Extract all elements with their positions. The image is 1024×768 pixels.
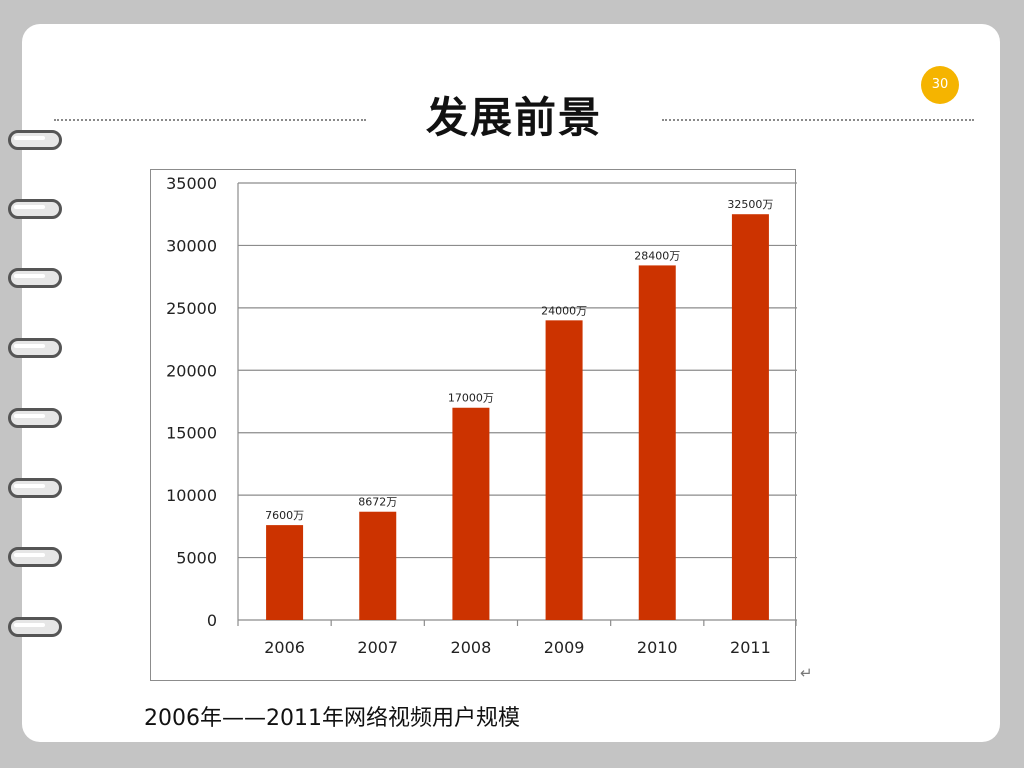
binder-ring: [8, 338, 62, 358]
binder-ring: [8, 199, 62, 219]
x-tick-label: 2010: [637, 638, 678, 657]
bar: [638, 265, 676, 620]
bar-chart: 0 5000 10000 15000 20000 25000 30000 35000 7600万…: [150, 169, 797, 681]
slide-title: 发展前景: [425, 93, 602, 142]
y-tick-label: 15000: [166, 424, 217, 443]
bar: [731, 214, 769, 620]
x-tick-label: 2007: [357, 638, 398, 657]
x-tick-label: 2009: [544, 638, 585, 657]
bar: [452, 407, 490, 620]
x-tick-label: 2008: [451, 638, 492, 657]
data-label: 28400万: [634, 249, 680, 262]
y-tick-label: 35000: [166, 174, 217, 193]
paragraph-return-mark: ↵: [800, 664, 813, 682]
chart-canvas: 0 5000 10000 15000 20000 25000 30000 35000 7600万…: [166, 174, 797, 657]
y-tick-label: 0: [207, 611, 217, 630]
binder-ring: [8, 617, 62, 637]
data-label: 17000万: [448, 392, 494, 405]
y-tick-label: 20000: [166, 361, 217, 380]
x-tick-label: 2006: [264, 638, 305, 657]
bar: [266, 525, 304, 620]
chart-caption: 2006年——2011年网络视频用户规模: [144, 706, 520, 731]
y-tick-label: 10000: [166, 486, 217, 505]
bar: [545, 320, 583, 620]
data-label: 24000万: [541, 304, 587, 317]
binder-ring: [8, 547, 62, 567]
data-label: 32500万: [727, 198, 773, 211]
binder-ring: [8, 408, 62, 428]
data-label: 7600万: [265, 509, 304, 522]
y-tick-label: 5000: [176, 549, 217, 568]
y-tick-label: 30000: [166, 236, 217, 255]
bar: [359, 511, 397, 620]
binder-ring: [8, 130, 62, 150]
title-divider-left: [54, 119, 366, 121]
binder-ring: [8, 268, 62, 288]
y-tick-label: 25000: [166, 299, 217, 318]
data-label: 8672万: [358, 496, 397, 509]
title-divider-right: [662, 119, 974, 121]
page-number-badge: 30: [921, 66, 959, 104]
binder-ring: [8, 478, 62, 498]
x-tick-label: 2011: [730, 638, 771, 657]
